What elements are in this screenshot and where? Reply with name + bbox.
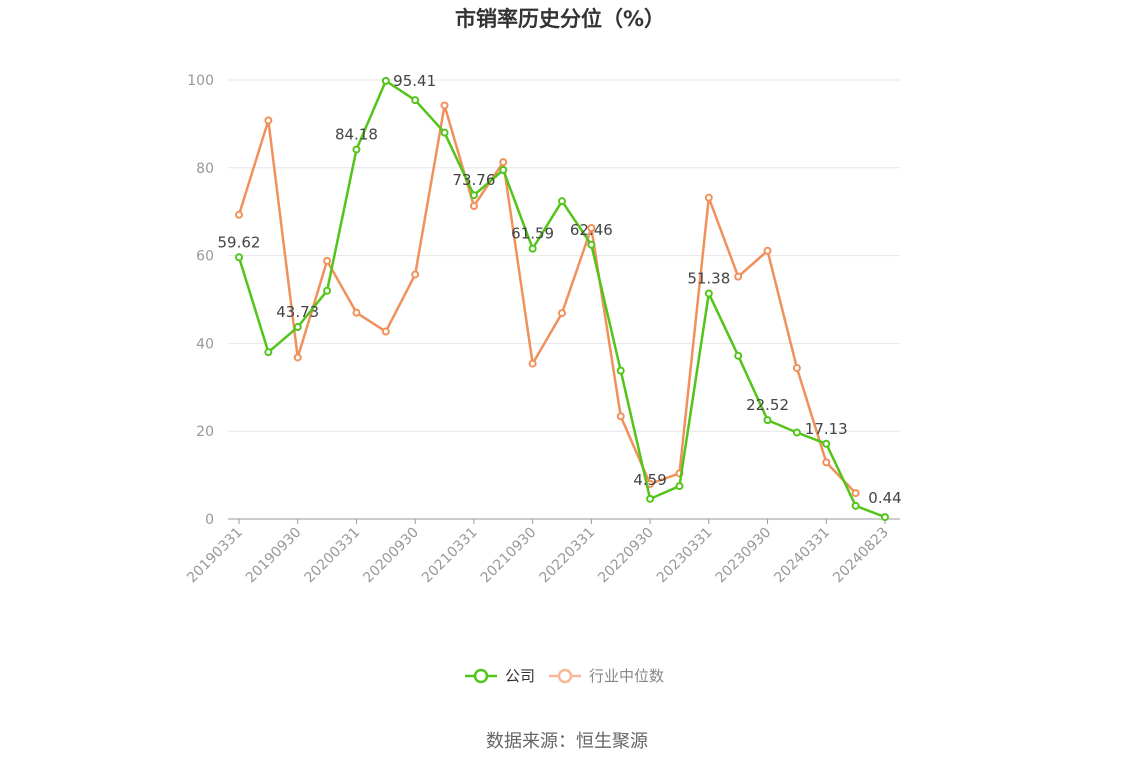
data-point (616, 412, 625, 421)
data-point (646, 494, 655, 503)
data-label: 62.46 (570, 221, 613, 239)
y-tick-label: 60 (196, 249, 214, 265)
series-line (237, 79, 886, 519)
x-tick-label: 20230930 (713, 525, 775, 587)
data-point (822, 439, 831, 448)
y-tick-label: 20 (196, 424, 214, 440)
data-point (704, 193, 713, 202)
data-point (763, 416, 772, 425)
data-label: 73.76 (452, 171, 495, 189)
data-point (469, 191, 478, 200)
data-point (792, 428, 801, 437)
data-point (235, 210, 243, 219)
x-tick-label: 20210930 (478, 525, 540, 587)
y-axis: 0 20 40 60 80 100 (187, 73, 214, 528)
data-label: 61.59 (511, 225, 554, 243)
data-point (734, 272, 743, 281)
x-tick-label: 20200930 (360, 525, 422, 587)
data-point (675, 482, 684, 491)
data-point (822, 458, 831, 467)
data-point (616, 366, 625, 375)
data-point (587, 240, 596, 249)
data-point (235, 253, 243, 262)
data-labels: 59.62 43.73 84.18 95.41 73.76 61.59 62.46 4.59 5… (218, 72, 902, 507)
data-point (792, 363, 801, 372)
x-axis: 2019033120190930202003312020093020210331… (184, 518, 900, 587)
data-point (763, 246, 772, 255)
data-label: 0.44 (868, 489, 901, 507)
data-label: 43.73 (276, 303, 319, 321)
y-tick-label: 0 (205, 512, 214, 528)
source-text: 数据来源：恒生聚源 (486, 731, 648, 752)
data-label: 22.52 (746, 396, 789, 414)
y-tick-label: 40 (196, 336, 214, 352)
x-tick-label: 20190331 (184, 525, 246, 587)
legend-marker (473, 668, 489, 684)
data-point (264, 116, 273, 125)
series-layer (235, 76, 889, 522)
data-label: 17.13 (805, 420, 848, 438)
data-label: 59.62 (218, 233, 261, 251)
data-point (323, 286, 332, 295)
data-label: 51.38 (687, 269, 730, 287)
data-point (264, 348, 273, 357)
legend-item-0: 公司 (465, 667, 535, 685)
data-point (734, 351, 743, 360)
data-point (411, 96, 420, 105)
data-label: 4.59 (633, 471, 666, 489)
legend-marker (557, 668, 573, 684)
x-tick-label: 20240823 (830, 525, 892, 587)
x-tick-label: 20220930 (595, 525, 657, 587)
data-point (851, 501, 860, 510)
x-tick-label: 20190930 (243, 525, 305, 587)
data-point (352, 308, 361, 317)
data-point (440, 128, 449, 137)
legend-item-1: 行业中位数 (549, 667, 664, 685)
data-point (293, 323, 302, 332)
data-point (528, 359, 537, 368)
x-tick-label: 20200331 (302, 525, 364, 587)
legend-label: 公司 (505, 667, 535, 685)
data-label: 95.41 (393, 72, 436, 90)
data-point (469, 201, 478, 210)
x-tick-label: 20230331 (654, 525, 716, 587)
y-tick-label: 100 (187, 73, 214, 89)
x-tick-label: 20210331 (419, 525, 481, 587)
data-point (704, 289, 713, 298)
data-label: 84.18 (335, 125, 378, 143)
grid-lines (228, 79, 900, 432)
data-point (381, 327, 390, 336)
data-point (851, 489, 860, 498)
data-point (528, 244, 537, 253)
data-point (499, 158, 508, 167)
data-point (293, 353, 302, 362)
x-tick-label: 20240331 (771, 525, 833, 587)
data-point (558, 197, 566, 206)
data-point (352, 145, 361, 154)
data-point (381, 76, 390, 85)
x-tick-label: 20220331 (536, 525, 598, 587)
series-0 (235, 76, 889, 522)
chart-title: 市销率历史分位（%） (455, 7, 665, 31)
legend: 公司 行业中位数 (465, 667, 664, 685)
series-line (237, 104, 857, 494)
series-1 (235, 101, 860, 498)
legend-label: 行业中位数 (589, 667, 664, 685)
data-point (499, 165, 508, 174)
y-tick-label: 80 (196, 161, 214, 177)
data-point (440, 101, 449, 110)
data-point (323, 256, 332, 265)
data-point (558, 309, 566, 318)
data-point (411, 270, 420, 279)
data-point (881, 513, 889, 522)
data-point (587, 223, 596, 232)
